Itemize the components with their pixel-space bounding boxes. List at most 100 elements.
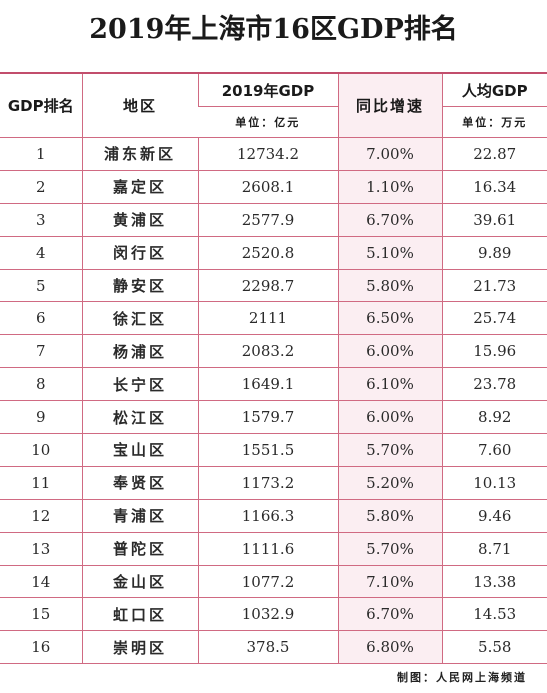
cell-district: 虹口区 <box>81 597 198 632</box>
cell-district: 浦东新区 <box>81 137 198 171</box>
cell-district: 徐汇区 <box>81 301 198 336</box>
cell-gdp: 1077.2 <box>197 565 338 599</box>
cell-per-capita: 13.38 <box>441 565 547 599</box>
cell-rank: 10 <box>0 433 82 467</box>
cell-per-capita: 9.46 <box>441 499 547 533</box>
cell-rank: 5 <box>0 269 82 303</box>
table-row: 14 金山区 1077.2 7.10% 13.38 <box>0 565 547 599</box>
cell-per-capita: 8.92 <box>441 400 547 435</box>
cell-per-capita: 5.58 <box>441 630 547 665</box>
cell-gdp: 1166.3 <box>197 499 338 533</box>
header-per-capita-unit: 单位：万元 <box>441 106 547 138</box>
cell-district: 普陀区 <box>81 532 198 566</box>
cell-per-capita: 10.13 <box>441 466 547 500</box>
cell-per-capita: 15.96 <box>441 334 547 369</box>
cell-growth: 7.00% <box>337 137 442 171</box>
cell-per-capita: 25.74 <box>441 301 547 336</box>
cell-gdp: 2111 <box>197 301 338 336</box>
cell-district: 金山区 <box>81 565 198 599</box>
cell-growth: 5.70% <box>337 433 442 467</box>
header-per-capita: 人均GDP <box>441 72 547 107</box>
cell-rank: 7 <box>0 334 82 369</box>
table-row: 12 青浦区 1166.3 5.80% 9.46 <box>0 499 547 533</box>
cell-district: 静安区 <box>81 269 198 303</box>
credit-footer: 制图：人民网上海频道 <box>397 671 527 684</box>
cell-per-capita: 21.73 <box>441 269 547 303</box>
cell-gdp: 1579.7 <box>197 400 338 435</box>
page-title: 2019年上海市16区GDP排名 <box>89 14 458 45</box>
cell-growth: 1.10% <box>337 170 442 204</box>
header-rank: GDP排名 <box>0 72 82 138</box>
table-row: 16 崇明区 378.5 6.80% 5.58 <box>0 630 547 665</box>
header-gdp-unit: 单位：亿元 <box>198 106 338 138</box>
cell-growth: 5.70% <box>337 532 442 566</box>
cell-rank: 16 <box>0 630 82 665</box>
cell-district: 宝山区 <box>81 433 198 467</box>
cell-rank: 3 <box>0 203 82 237</box>
cell-growth: 6.70% <box>337 203 442 237</box>
table-row: 2 嘉定区 2608.1 1.10% 16.34 <box>0 170 547 204</box>
cell-rank: 15 <box>0 597 82 632</box>
table-row: 5 静安区 2298.7 5.80% 21.73 <box>0 269 547 303</box>
cell-rank: 2 <box>0 170 82 204</box>
cell-gdp: 2520.8 <box>197 236 338 270</box>
table-row: 13 普陀区 1111.6 5.70% 8.71 <box>0 532 547 566</box>
cell-rank: 14 <box>0 565 82 599</box>
cell-per-capita: 16.34 <box>441 170 547 204</box>
table-row: 7 杨浦区 2083.2 6.00% 15.96 <box>0 334 547 369</box>
cell-rank: 6 <box>0 301 82 336</box>
cell-rank: 12 <box>0 499 82 533</box>
table-body: 1 浦东新区 12734.2 7.00% 22.87 2 嘉定区 2608.1 1.10% 16.… <box>0 137 547 665</box>
cell-district: 闵行区 <box>81 236 198 270</box>
cell-per-capita: 39.61 <box>441 203 547 237</box>
table-row: 15 虹口区 1032.9 6.70% 14.53 <box>0 597 547 632</box>
table-row: 1 浦东新区 12734.2 7.00% 22.87 <box>0 137 547 171</box>
cell-gdp: 1032.9 <box>197 597 338 632</box>
cell-growth: 6.50% <box>337 301 442 336</box>
cell-district: 杨浦区 <box>81 334 198 369</box>
cell-gdp: 2577.9 <box>197 203 338 237</box>
cell-district: 长宁区 <box>81 367 198 402</box>
cell-rank: 8 <box>0 367 82 402</box>
cell-gdp: 2083.2 <box>197 334 338 369</box>
cell-growth: 6.00% <box>337 400 442 435</box>
cell-growth: 6.10% <box>337 367 442 402</box>
cell-district: 松江区 <box>81 400 198 435</box>
cell-rank: 9 <box>0 400 82 435</box>
cell-per-capita: 23.78 <box>441 367 547 402</box>
cell-growth: 7.10% <box>337 565 442 599</box>
cell-gdp: 12734.2 <box>197 137 338 171</box>
cell-rank: 11 <box>0 466 82 500</box>
cell-growth: 5.80% <box>337 269 442 303</box>
table-header: GDP排名 地区 2019年GDP 同比增速 人均GDP 单位：亿元 单位：万元 <box>0 72 547 138</box>
cell-per-capita: 9.89 <box>441 236 547 270</box>
cell-gdp: 378.5 <box>197 630 338 665</box>
cell-district: 崇明区 <box>81 630 198 665</box>
cell-district: 奉贤区 <box>81 466 198 500</box>
cell-growth: 5.80% <box>337 499 442 533</box>
table-row: 8 长宁区 1649.1 6.10% 23.78 <box>0 367 547 402</box>
cell-rank: 1 <box>0 137 82 171</box>
cell-gdp: 1649.1 <box>197 367 338 402</box>
cell-per-capita: 8.71 <box>441 532 547 566</box>
table-row: 4 闵行区 2520.8 5.10% 9.89 <box>0 236 547 270</box>
cell-gdp: 1173.2 <box>197 466 338 500</box>
cell-growth: 6.80% <box>337 630 442 665</box>
cell-gdp: 1551.5 <box>197 433 338 467</box>
table-row: 3 黄浦区 2577.9 6.70% 39.61 <box>0 203 547 237</box>
cell-rank: 4 <box>0 236 82 270</box>
cell-rank: 13 <box>0 532 82 566</box>
table-row: 6 徐汇区 2111 6.50% 25.74 <box>0 301 547 336</box>
cell-growth: 5.20% <box>337 466 442 500</box>
header-gdp: 2019年GDP <box>197 72 338 107</box>
cell-gdp: 2298.7 <box>197 269 338 303</box>
cell-gdp: 2608.1 <box>197 170 338 204</box>
cell-district: 黄浦区 <box>81 203 198 237</box>
header-growth: 同比增速 <box>337 72 442 138</box>
table-row: 9 松江区 1579.7 6.00% 8.92 <box>0 400 547 435</box>
cell-growth: 5.10% <box>337 236 442 270</box>
cell-per-capita: 7.60 <box>441 433 547 467</box>
cell-growth: 6.70% <box>337 597 442 632</box>
table-row: 10 宝山区 1551.5 5.70% 7.60 <box>0 433 547 467</box>
gdp-ranking-table: GDP排名 地区 2019年GDP 同比增速 人均GDP 单位：亿元 单位：万元… <box>0 72 547 665</box>
